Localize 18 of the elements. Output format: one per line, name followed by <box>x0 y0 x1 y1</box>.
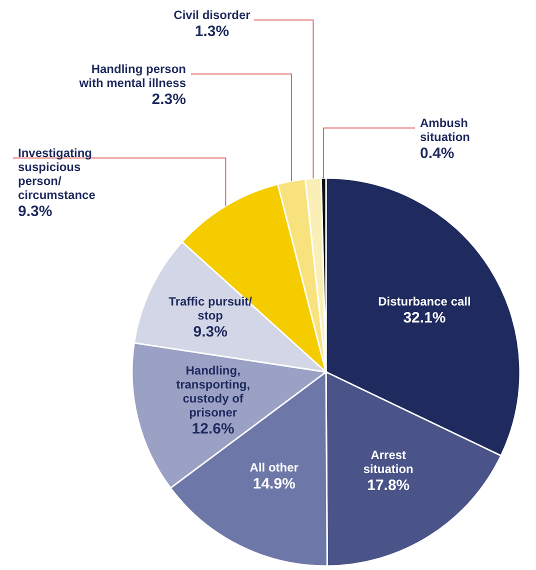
data-label: 0.4% <box>420 145 454 162</box>
slice-label: Handling person with mental illness <box>78 62 186 90</box>
slice-label: Traffic pursuit/ stop <box>168 294 253 323</box>
slice-label: Disturbance call <box>378 294 471 308</box>
data-label: 9.3% <box>18 203 52 220</box>
slice-label: Ambush situation <box>420 116 470 144</box>
data-label: 2.3% <box>152 91 186 108</box>
data-label: 14.9% <box>252 476 296 493</box>
slice-label: Handling, transporting, custody of prisoner <box>176 364 250 420</box>
slice-label: Investigating suspicious person/ circumstance <box>18 146 96 202</box>
slice-label: Civil disorder <box>174 8 251 22</box>
slice-label: Arrest situation <box>363 448 414 476</box>
data-label: 9.3% <box>193 324 228 341</box>
data-label: 12.6% <box>192 420 234 438</box>
data-label: 17.8% <box>367 476 410 494</box>
data-label: 1.3% <box>194 23 230 40</box>
slice-label: All other <box>250 460 299 475</box>
data-label: 32.1% <box>403 309 446 326</box>
